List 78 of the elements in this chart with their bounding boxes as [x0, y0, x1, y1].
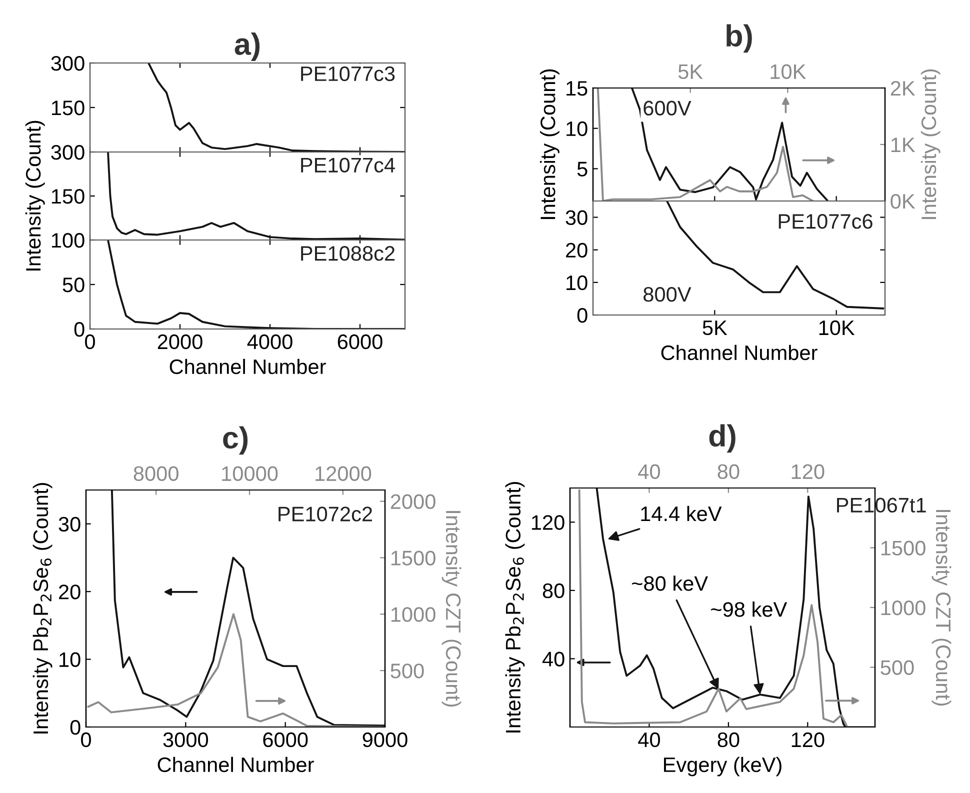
y2-tick-label: 1K [891, 138, 916, 152]
x2-tick-label: 10K [770, 64, 806, 80]
x-axis-title: Channel Number [170, 358, 326, 374]
y2-tick-label: 1500 [881, 540, 926, 556]
line-series [630, 88, 828, 201]
annotation: PE1088c2 [301, 246, 395, 261]
annotation: ~98 keV [711, 602, 788, 617]
line-series [148, 63, 405, 152]
y-tick-label: 15 [566, 81, 588, 96]
y-tick-label: 80 [542, 583, 564, 598]
y-tick-label: 5 [577, 162, 588, 176]
y-tick-label: 300 [51, 56, 84, 71]
y-tick-label: 100 [52, 233, 84, 248]
y-axis-title: Intensity Pb$_{2}$P$_{2}$Se$_{6}$ (Count) [505, 482, 525, 732]
y2-tick-label: 0K [890, 194, 916, 209]
y2-tick-label: 500 [390, 664, 424, 678]
x-tick-label: 3000 [163, 732, 208, 748]
y2-tick-label: 1000 [391, 607, 436, 622]
y-tick-label: 0 [577, 308, 588, 323]
annotation: PE1072c2 [278, 506, 372, 522]
y-tick-label: 20 [59, 584, 80, 600]
y-tick-label: 10 [566, 121, 588, 136]
x-tick-label: 120 [792, 732, 824, 748]
y-tick-label: 30 [58, 516, 80, 532]
x-tick-label: 9000 [362, 732, 408, 748]
y-axis-title: Intensity (Count) [25, 120, 45, 270]
y-tick-label: 150 [52, 100, 84, 116]
y-tick-label: 40 [542, 652, 564, 666]
y-axis-title: Intensity Pb$_{2}$P$_{2}$Se$_{6}$ (Count) [32, 483, 52, 734]
y-tick-label: 20 [566, 242, 588, 258]
y2-tick-label: 2000 [390, 494, 436, 510]
chart-title: b) [726, 24, 752, 53]
chart-title: d) [709, 424, 736, 453]
x-axis-title: Channel Number [661, 344, 818, 360]
y2-axis-title: Intensity CZT (Count) [932, 510, 952, 706]
line-series [596, 88, 814, 201]
y2-axis-title: Intensity (Count) [920, 69, 940, 219]
annotation: 600V [644, 100, 692, 116]
annotation: PE1077c4 [301, 158, 395, 173]
y-tick-label: 0 [70, 720, 80, 735]
y-axis-title: Intensity (Count) [540, 69, 560, 219]
x-tick-label: 4000 [247, 334, 292, 350]
x2-tick-label: 10000 [222, 466, 278, 482]
x-tick-label: 2000 [158, 334, 202, 350]
x-tick-label: 40 [638, 732, 660, 748]
y-tick-label: 30 [566, 210, 588, 226]
line-series [107, 152, 405, 240]
y2-tick-label: 2K [890, 81, 916, 96]
annotation: 14.4 keV [641, 506, 722, 522]
x-axis-title: Evgery (keV) [664, 756, 782, 776]
annotation: PE1077c3 [301, 66, 395, 82]
y-tick-label: 10 [60, 652, 80, 668]
y-tick-label: 150 [52, 189, 84, 204]
x2-tick-label: 120 [792, 464, 824, 480]
y2-tick-label: 1500 [391, 550, 436, 566]
x-tick-label: 0 [85, 334, 95, 350]
y-tick-label: 10 [566, 275, 588, 290]
annotation: ~80 keV [632, 576, 708, 591]
x2-tick-label: 12000 [316, 466, 372, 482]
x2-tick-label: 80 [718, 464, 740, 480]
chart-title: c) [223, 426, 248, 455]
y2-tick-label: 500 [880, 660, 914, 676]
x2-tick-label: 5K [678, 64, 703, 80]
y2-tick-label: 1000 [881, 600, 926, 616]
x-tick-label: 6000 [338, 334, 382, 350]
line-series [107, 240, 405, 329]
annotation: 800V [644, 287, 692, 302]
y-tick-label: 120 [532, 515, 564, 530]
chart-title: a) [234, 32, 260, 62]
annotation: PE1077c6 [778, 214, 872, 229]
x-axis-title: Channel Number [158, 756, 314, 772]
y-tick-label: 300 [51, 145, 84, 160]
y2-axis-title: Intensity CZT (Count) [442, 511, 462, 707]
y-tick-label: 50 [62, 278, 84, 292]
x2-tick-label: 40 [638, 464, 660, 480]
x2-tick-label: 8000 [134, 466, 178, 482]
x-tick-label: 80 [718, 732, 740, 748]
x-tick-label: 6000 [263, 732, 308, 748]
